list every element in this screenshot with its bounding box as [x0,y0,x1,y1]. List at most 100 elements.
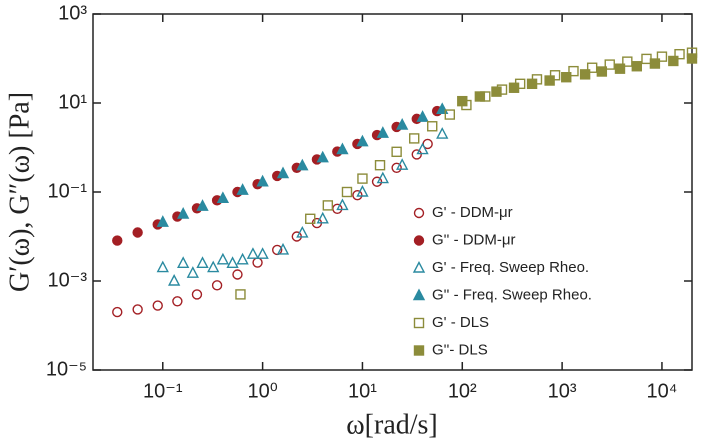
marker-triangle [276,242,290,255]
marker-triangle [176,256,190,268]
marker-triangle [216,191,230,204]
marker-triangle [196,199,209,211]
marker-square [668,55,679,67]
marker-triangle [296,225,309,238]
marker-triangle [226,256,239,268]
marker-triangle [396,158,409,170]
marker-triangle [276,166,290,179]
marker-triangle [356,134,369,147]
marker-triangle [216,252,230,265]
y-tick-label: 10⁻³ [48,269,88,291]
marker-triangle [256,247,269,259]
marker-triangle [236,183,249,195]
marker-square [305,213,316,224]
marker-triangle [412,260,426,273]
x-tick-label: 10² [448,380,477,402]
x-tick-label: 10⁰ [247,380,277,402]
marker-square [544,75,555,86]
marker-circle [152,300,163,311]
marker-square [526,78,538,90]
marker-triangle [246,247,260,259]
marker-triangle [176,207,190,219]
marker-square [491,86,502,97]
marker-square [357,173,368,184]
marker-triangle [416,142,429,155]
marker-triangle [356,184,369,197]
marker-triangle [156,215,169,227]
marker-square [444,109,456,120]
legend-label: G''- DLS [432,341,488,358]
marker-triangle [296,158,309,171]
y-axis-label: G′(ω), G″(ω) [Pa] [4,92,35,292]
x-tick-label: 10¹ [348,380,377,402]
marker-triangle [236,252,249,265]
x-axis-label: ω[rad/s] [346,409,438,440]
marker-circle [112,306,123,318]
marker-triangle [336,142,349,155]
marker-square [604,59,615,70]
marker-circle [391,162,402,173]
marker-triangle [156,260,169,273]
marker-square [413,345,425,356]
marker-square [235,289,246,300]
marker-square [457,95,468,107]
marker-triangle [167,273,181,286]
marker-triangle [412,288,426,301]
marker-circle [132,304,143,315]
marker-square [561,71,572,83]
marker-triangle [196,256,209,268]
marker-circle [132,227,143,238]
marker-triangle [207,260,220,273]
marker-square [579,69,591,80]
marker-circle [352,189,363,201]
marker-square [686,53,698,64]
marker-circle [413,207,425,219]
marker-square [614,63,626,74]
marker-square [641,53,652,65]
legend-label: G' - DLS [432,314,489,331]
marker-square [474,91,486,102]
marker-triangle [376,126,389,138]
legend-label: G'' - Freq. Sweep Rheo. [432,286,592,303]
marker-triangle [416,110,429,122]
marker-circle [413,235,425,246]
legend-label: G'' - DDM-μr [432,231,516,248]
marker-square [674,48,685,60]
marker-square [391,146,402,158]
marker-triangle [436,127,449,139]
x-tick-label: 10³ [548,380,577,402]
x-tick-label: 10⁴ [647,380,678,402]
marker-square [409,133,420,144]
marker-triangle [316,211,329,224]
marker-triangle [376,171,389,184]
marker-square [427,121,438,132]
marker-triangle [316,150,329,163]
marker-circle [232,269,243,280]
marker-square [374,160,386,171]
y-tick-label: 10⁻¹ [48,180,88,202]
marker-circle [252,257,263,268]
legend-label: G' - Freq. Sweep Rheo. [432,259,589,276]
marker-circle [112,235,123,246]
marker-square [322,200,334,211]
marker-triangle [256,174,269,187]
marker-square [341,186,353,198]
marker-triangle [396,118,409,130]
marker-square [631,61,643,72]
marker-square [649,58,661,69]
marker-circle [411,149,422,160]
marker-triangle [186,266,199,278]
legend-label: G' - DDM-μr [432,204,513,221]
marker-square [568,65,579,77]
x-tick-label: 10⁻¹ [143,380,183,402]
marker-circle [191,289,203,300]
marker-square [596,66,608,77]
marker-circle [172,296,183,307]
marker-square [413,317,425,329]
marker-square [549,70,561,81]
y-tick-label: 10³ [58,2,87,24]
marker-triangle [336,198,349,211]
marker-square [656,51,668,62]
marker-circle [371,176,383,187]
